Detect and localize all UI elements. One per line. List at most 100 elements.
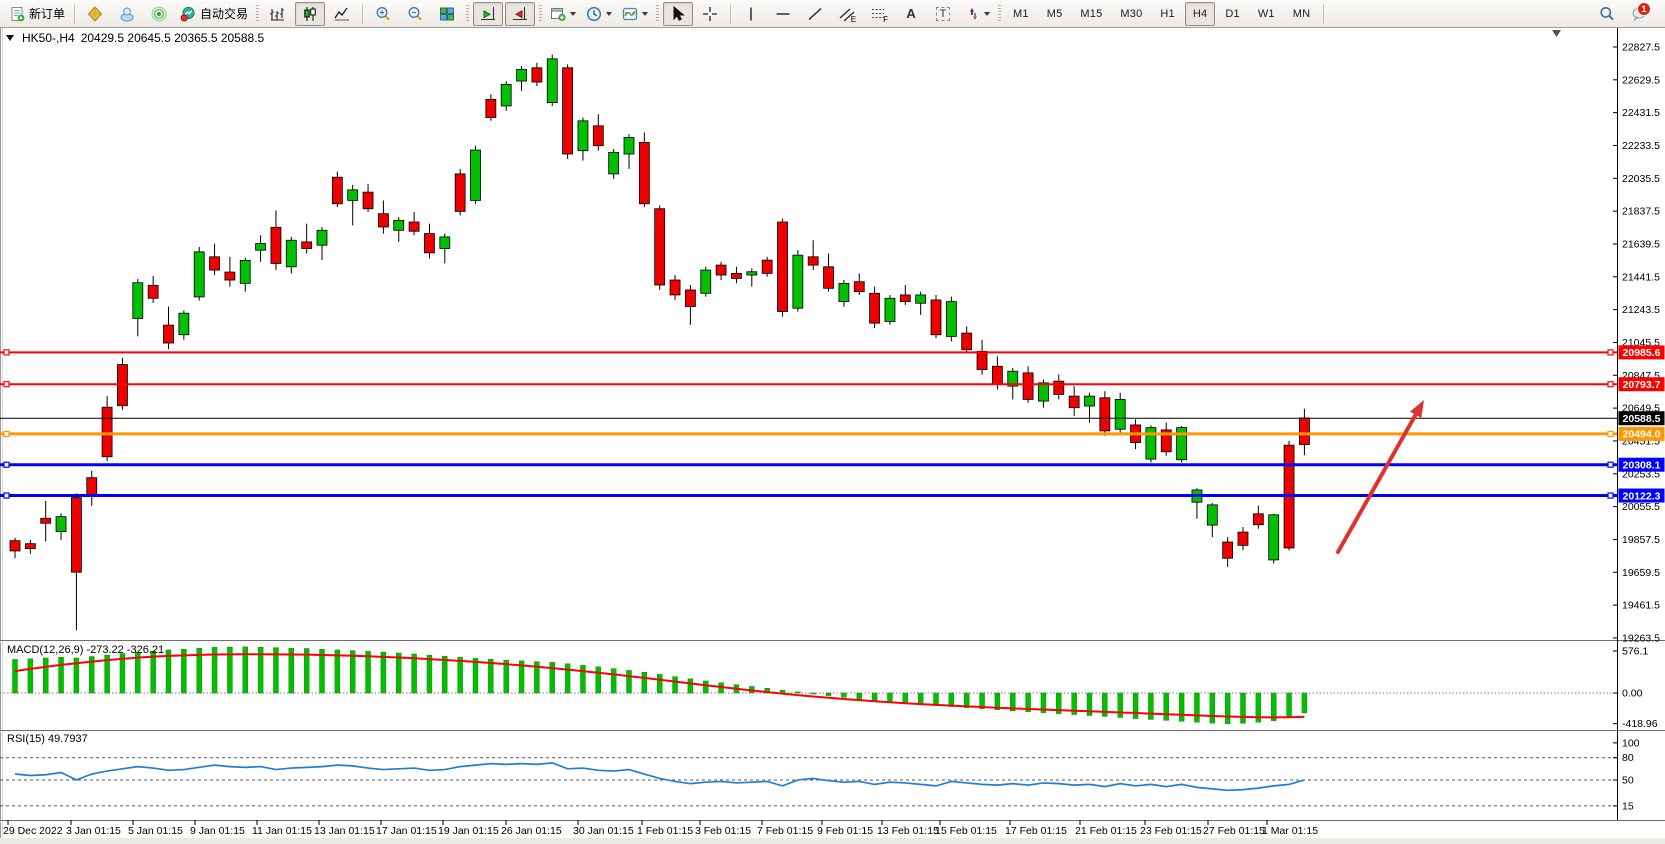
cursor-icon — [673, 5, 685, 21]
search-icon — [1600, 6, 1614, 20]
search-button[interactable] — [1592, 2, 1622, 26]
timeframe-m1-button[interactable]: M1 — [1013, 7, 1029, 20]
candlestick-chart-button[interactable] — [295, 1, 326, 26]
equidistant-channel-icon — [839, 8, 855, 21]
svg-text:21837.5: 21837.5 — [1622, 206, 1660, 218]
macd-indicator-label: MACD(12,26,9) -273.22 -326.21 — [7, 644, 165, 656]
new-order-button[interactable]: 新订单 — [5, 2, 69, 26]
community-button[interactable] — [112, 2, 142, 26]
candlestick-chart-icon — [304, 6, 316, 21]
svg-text:19461.5: 19461.5 — [1622, 600, 1660, 612]
horizontal-lines — [0, 349, 1617, 499]
svg-text:15: 15 — [1622, 800, 1634, 812]
chart-shift-button[interactable] — [505, 1, 536, 26]
svg-text:22233.5: 22233.5 — [1622, 140, 1660, 152]
text-tool-button[interactable]: A — [896, 2, 926, 26]
svg-text:3 Jan 01:15: 3 Jan 01:15 — [66, 825, 121, 837]
tile-windows-button[interactable] — [432, 2, 462, 26]
signals-button[interactable] — [144, 2, 174, 26]
svg-text:9 Jan 01:15: 9 Jan 01:15 — [190, 825, 245, 837]
macd-pane: 576.1 0.00 -418.96 — [0, 645, 1658, 730]
fibonacci-letter: F — [883, 14, 889, 24]
community-person-icon — [120, 7, 134, 22]
label-tool-button[interactable]: T — [928, 2, 958, 26]
line-chart-button[interactable] — [327, 2, 357, 26]
svg-text:17 Jan 01:15: 17 Jan 01:15 — [376, 825, 437, 837]
svg-text:23 Feb 01:15: 23 Feb 01:15 — [1140, 825, 1202, 837]
svg-text:17 Feb 01:15: 17 Feb 01:15 — [1005, 825, 1067, 837]
auto-trading-button[interactable]: 自动交易 — [176, 2, 252, 26]
svg-text:-418.96: -418.96 — [1622, 718, 1658, 730]
svg-text:22035.5: 22035.5 — [1622, 173, 1660, 185]
trend-arrow-annotation — [1336, 400, 1424, 554]
chart-symbol-period: HK50-,H4 — [22, 31, 75, 45]
svg-text:3 Feb 01:15: 3 Feb 01:15 — [695, 825, 751, 837]
clock-icon — [587, 6, 602, 21]
zoom-in-button[interactable] — [368, 2, 398, 26]
svg-text:22827.5: 22827.5 — [1622, 41, 1660, 53]
toolbar-grip — [656, 4, 660, 23]
crosshair-tool-button[interactable] — [695, 2, 725, 26]
new-order-icon — [9, 6, 25, 22]
timeframe-d1-button[interactable]: D1 — [1225, 7, 1240, 20]
svg-text:19 Jan 01:15: 19 Jan 01:15 — [438, 825, 499, 837]
svg-text:100: 100 — [1622, 737, 1640, 749]
kite-icon — [87, 5, 103, 22]
bar-chart-button[interactable] — [263, 2, 293, 26]
timeframe-w1-button[interactable]: W1 — [1257, 7, 1275, 20]
mql5-market-button[interactable] — [80, 2, 110, 26]
svg-text:30 Jan 01:15: 30 Jan 01:15 — [573, 825, 634, 837]
vertical-line-tool-button[interactable] — [736, 2, 766, 26]
timeframe-m15-button[interactable]: M15 — [1080, 7, 1103, 20]
fibonacci-tool-button[interactable]: F — [864, 2, 894, 26]
svg-text:19659.5: 19659.5 — [1622, 567, 1660, 579]
notifications-button[interactable]: 1 — [1624, 1, 1654, 26]
chevron-down-icon — [606, 11, 613, 16]
svg-text:21639.5: 21639.5 — [1622, 238, 1660, 250]
auto-trading-icon — [180, 6, 196, 22]
horizontal-line-icon — [776, 12, 790, 15]
horizontal-line-tool-button[interactable] — [768, 2, 798, 26]
signal-icon — [151, 5, 167, 22]
new-chart-button[interactable] — [546, 2, 580, 26]
svg-text:27 Feb 01:15: 27 Feb 01:15 — [1203, 825, 1265, 837]
rsi-line — [14, 762, 1305, 792]
chart-frame — [0, 28, 1665, 844]
trendline-tool-button[interactable] — [800, 2, 830, 26]
channel-tool-button[interactable]: E — [832, 2, 862, 26]
svg-text:0.00: 0.00 — [1622, 688, 1643, 700]
timeframe-h1-button[interactable]: H1 — [1160, 7, 1175, 20]
timeframe-m5-button[interactable]: M5 — [1046, 7, 1063, 20]
trendline-icon — [808, 7, 822, 20]
arrows-tool-button[interactable] — [960, 2, 994, 26]
cursor-tool-button[interactable] — [663, 1, 694, 26]
svg-text:22629.5: 22629.5 — [1622, 74, 1660, 86]
timeframe-mn-button[interactable]: MN — [1292, 7, 1311, 20]
svg-text:20985.6: 20985.6 — [1623, 347, 1661, 359]
indicators-button[interactable] — [618, 2, 652, 26]
svg-text:20588.5: 20588.5 — [1623, 413, 1661, 425]
candles — [9, 54, 1310, 631]
svg-text:20308.1: 20308.1 — [1623, 460, 1661, 472]
timeframe-h4-button[interactable]: H4 — [1184, 1, 1216, 26]
chevron-down-icon — [570, 11, 577, 16]
svg-text:21 Feb 01:15: 21 Feb 01:15 — [1075, 825, 1137, 837]
zoom-out-button[interactable] — [400, 2, 430, 26]
new-order-label: 新订单 — [29, 7, 66, 21]
auto-scroll-button[interactable] — [473, 1, 504, 26]
svg-text:50: 50 — [1622, 774, 1634, 786]
zoom-in-icon — [376, 6, 390, 20]
chart-ohlc-values: 20429.5 20645.5 20365.5 20588.5 — [80, 31, 265, 45]
periods-button[interactable] — [582, 2, 616, 26]
text-tool-icon: A — [906, 6, 916, 21]
indicators-icon — [622, 7, 638, 20]
rsi-indicator-label: RSI(15) 49.7937 — [7, 733, 88, 745]
vertical-line-icon — [750, 7, 752, 20]
toolbar-grip — [466, 4, 470, 23]
chart-collapse-icon[interactable] — [6, 35, 14, 41]
timeframe-m30-button[interactable]: M30 — [1120, 7, 1143, 20]
crosshair-icon — [703, 6, 718, 21]
date-axis: 29 Dec 2022 3 Jan 01:15 5 Jan 01:15 9 Jan 0… — [3, 820, 1318, 837]
tile-windows-icon — [440, 7, 455, 20]
